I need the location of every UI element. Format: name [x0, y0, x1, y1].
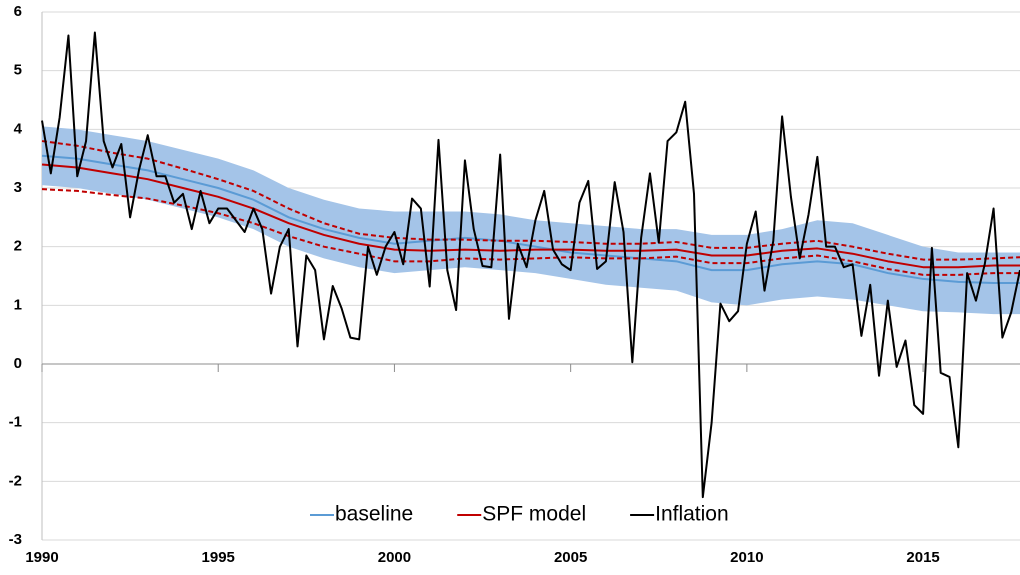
y-tick-label: -1 — [9, 414, 22, 431]
series-line — [41, 163, 1020, 269]
y-tick-label: 3 — [14, 179, 22, 196]
series-line — [41, 31, 1020, 499]
series-line — [41, 154, 1020, 285]
legend-label: baseline — [335, 503, 413, 526]
y-tick-label: 1 — [14, 296, 22, 313]
x-tick-label: 1990 — [25, 549, 58, 566]
x-tick-label: 1995 — [202, 549, 235, 566]
band-area — [42, 126, 1020, 315]
y-tick-label: -2 — [9, 472, 22, 489]
lower-bound-line — [41, 188, 1020, 276]
y-tick-label: 2 — [14, 238, 22, 255]
x-tick-label: 2005 — [554, 549, 587, 566]
x-tick-label: 2010 — [730, 549, 763, 566]
x-tick-label: 2000 — [378, 549, 411, 566]
y-tick-label: 5 — [14, 62, 22, 79]
upper-bound-line — [41, 140, 1020, 261]
y-tick-label: -3 — [9, 531, 22, 548]
x-tick-label: 2015 — [906, 549, 939, 566]
y-tick-label: 6 — [14, 3, 22, 20]
legend-label: Inflation — [655, 503, 729, 526]
y-tick-label: 0 — [14, 355, 22, 372]
y-tick-label: 4 — [14, 120, 23, 137]
legend-label: SPF model — [482, 503, 586, 526]
